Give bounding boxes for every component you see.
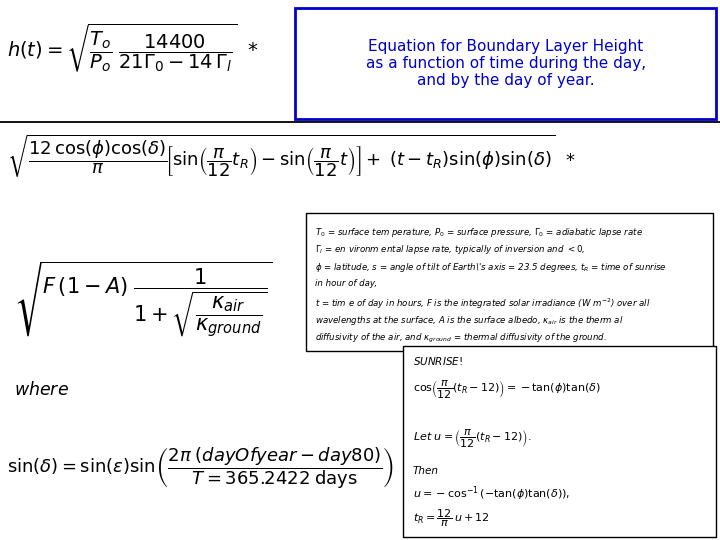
- Text: $\mathit{where}$: $\mathit{where}$: [14, 381, 69, 399]
- Text: $t$ = tim e of day in hours, $F$ is the integrated solar irradiance (W m$^{-2}$): $t$ = tim e of day in hours, $F$ is the …: [315, 296, 651, 310]
- Text: $\sqrt{\dfrac{12\,\cos(\phi)\cos(\delta)}{\pi}\!\left[\sin\!\left(\dfrac{\pi}{12: $\sqrt{\dfrac{12\,\cos(\phi)\cos(\delta)…: [7, 132, 576, 179]
- Text: $\sin(\delta) = \sin(\varepsilon)\sin\!\left(\dfrac{2\pi\;(dayOfyear - day80)}{T: $\sin(\delta) = \sin(\varepsilon)\sin\!\…: [7, 446, 395, 491]
- Text: $\sqrt{F\,(1-A)\;\dfrac{1}{1+\sqrt{\dfrac{\kappa_{air}}{\kappa_{ground}}}}}$: $\sqrt{F\,(1-A)\;\dfrac{1}{1+\sqrt{\dfra…: [14, 259, 273, 339]
- Text: wavelengths at the surface, $A$ is the surface albedo, $\kappa_{air}$ is the the: wavelengths at the surface, $A$ is the s…: [315, 314, 624, 327]
- Text: $\phi$ = latitude, $s$ = angle of tilt of Earth\'s axis = 23.5 degrees, $t_R$ = : $\phi$ = latitude, $s$ = angle of tilt o…: [315, 261, 667, 274]
- FancyBboxPatch shape: [403, 346, 716, 537]
- Text: Let $u = \left(\dfrac{\pi}{12}(t_R - 12)\right).$: Let $u = \left(\dfrac{\pi}{12}(t_R - 12)…: [413, 427, 531, 449]
- Text: $\mathit{SUNRISE!}$: $\mathit{SUNRISE!}$: [413, 355, 462, 367]
- Text: $u = -\cos^{-1}(-\tan(\phi)\tan(\delta)),$: $u = -\cos^{-1}(-\tan(\phi)\tan(\delta))…: [413, 484, 570, 503]
- Text: $\Gamma_l$ = en vironm ental lapse rate, typically of inversion and $< 0$,: $\Gamma_l$ = en vironm ental lapse rate,…: [315, 244, 585, 256]
- Text: in hour of day,: in hour of day,: [315, 279, 377, 288]
- Text: $h(t) = \sqrt{\dfrac{T_o}{P_o}\;\dfrac{14400}{21\Gamma_0 - 14\,\Gamma_l}}$  $*$: $h(t) = \sqrt{\dfrac{T_o}{P_o}\;\dfrac{1…: [7, 22, 259, 74]
- Text: $\cos\!\left(\dfrac{\pi}{12}(t_R - 12)\right) = -\tan(\phi)\tan(\delta)$: $\cos\!\left(\dfrac{\pi}{12}(t_R - 12)\r…: [413, 378, 600, 400]
- Text: Equation for Boundary Layer Height
as a function of time during the day,
and by : Equation for Boundary Layer Height as a …: [366, 38, 646, 89]
- Text: $t_R = \dfrac{12}{\pi}\,u + 12$: $t_R = \dfrac{12}{\pi}\,u + 12$: [413, 508, 490, 529]
- Text: diffusivity of the air, and $\kappa_{ground}$ = thermal diffusivity of the groun: diffusivity of the air, and $\kappa_{gro…: [315, 332, 608, 345]
- FancyBboxPatch shape: [306, 213, 713, 351]
- Text: Then: Then: [413, 466, 438, 476]
- Text: $T_0$ = surface tem perature, $P_0$ = surface pressure, $\Gamma_0$ = adiabatic l: $T_0$ = surface tem perature, $P_0$ = su…: [315, 226, 644, 239]
- FancyBboxPatch shape: [295, 8, 716, 119]
